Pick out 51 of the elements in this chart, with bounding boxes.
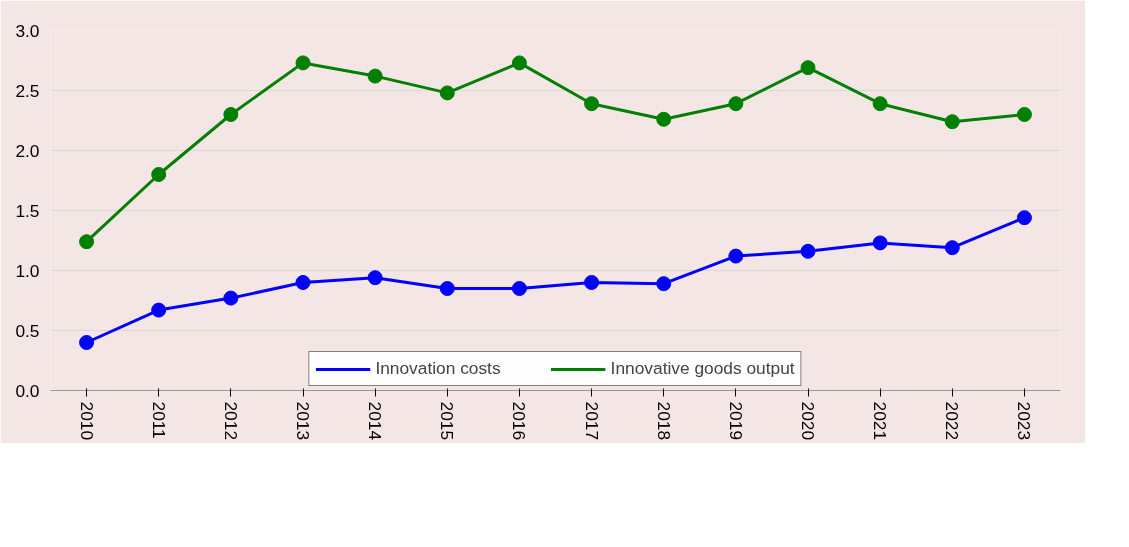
y-tick-label: 0.0 [15,380,40,401]
y-tick-label: 3.0 [15,20,40,41]
x-tick-label: 2022 [942,401,963,441]
point [511,281,527,296]
x-tick-label: 2015 [437,401,458,441]
point [584,96,600,112]
point [439,85,455,101]
point [79,335,95,350]
point [728,96,744,112]
point [151,167,167,182]
legend-label: Innovative goods output [610,358,795,379]
point [367,270,383,286]
point [367,68,383,84]
point [1016,210,1032,226]
x-tick-label: 2017 [581,401,602,441]
x-tick-label: 2014 [365,401,386,441]
point [295,55,311,71]
x-tick-label: 2013 [293,401,313,441]
point [223,290,239,306]
x-tick-label: 2019 [725,401,746,441]
point [656,111,672,127]
x-tick-label: 2010 [76,401,97,441]
point [800,60,816,76]
point [511,55,527,71]
point [439,281,455,296]
point [584,275,600,290]
x-tick-label: 2021 [870,401,891,441]
legend-label: Innovation costs [375,358,501,379]
x-tick-label: 2023 [1014,401,1035,441]
x-tick-label: 2020 [798,401,818,441]
point [728,248,744,264]
y-tick-label: 1.5 [15,200,40,221]
y-tick-label: 0.5 [15,320,40,341]
point [295,275,311,290]
point [656,276,672,292]
point [872,96,888,112]
y-tick-label: 2.0 [15,140,40,161]
x-tick-label: 2016 [509,401,530,441]
point [1016,107,1032,122]
x-tick-label: 2012 [220,401,241,441]
point [79,234,95,250]
y-tick-label: 1.0 [15,260,40,281]
x-tick-label: 2011 [148,401,169,439]
point [223,107,239,122]
x-tick-label: 2018 [653,401,674,441]
point [800,243,816,259]
point [151,302,167,318]
point [872,235,888,251]
point [944,114,960,130]
point [944,240,960,256]
y-tick-label: 2.5 [15,80,40,101]
